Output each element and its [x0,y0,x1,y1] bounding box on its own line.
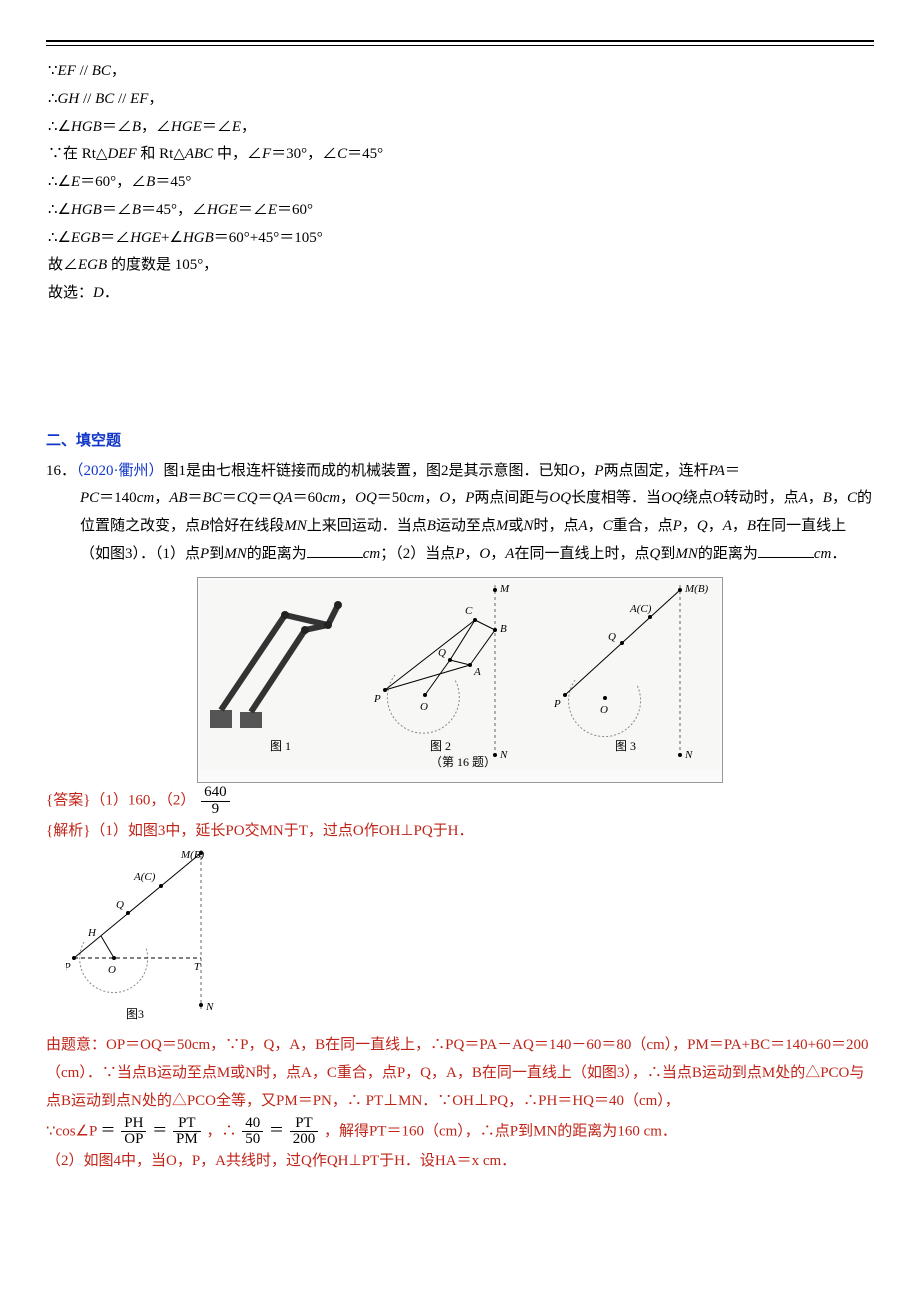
fraction: 4050 [242,1116,263,1149]
svg-text:图 3: 图 3 [615,739,636,753]
answer-text: {答案}（1）160，（2） [46,793,195,809]
svg-text:P: P [66,961,71,973]
proof-line: ∵在 Rt△DEF 和 Rt△ABC 中，∠F＝30°，∠C＝45° [48,141,874,169]
solution-text: 由题意：OP＝OQ＝50cm，∵P，Q，A，B在同一直线上，∴PQ＝PA－AQ＝… [46,1032,874,1176]
problem-16: 16．（2020·衢州）图1是由七根连杆链接而成的机械装置，图2是其示意图．已知… [46,458,874,569]
solution-figure: M(B) N P O T H Q A(C) 图3 [66,850,874,1031]
svg-text:M: M [499,583,510,595]
figure-svg: 图 1 M N P O [200,580,720,770]
figure-row: 图 1 M N P O [46,577,874,784]
proof-line: 故选：D． [48,280,874,308]
svg-text:P: P [553,698,561,710]
svg-text:图 2: 图 2 [430,739,451,753]
solution-block: {解析}（1）如图3中，延长PO交MN于T，过点O作OH⊥PQ于H． [46,818,874,846]
figure-box: 图 1 M N P O [197,577,723,784]
svg-text:N: N [499,749,508,761]
svg-text:N: N [684,749,693,761]
svg-text:Q: Q [438,647,446,659]
page: ∵EF // BC， ∴GH // BC // EF， ∴∠HGB＝∠B，∠HG… [0,0,920,1216]
svg-text:O: O [420,701,428,713]
problem-source: （2020·衢州） [76,463,164,479]
fraction: PTPM [173,1116,201,1149]
svg-text:P: P [373,693,381,705]
svg-text:Q: Q [116,899,124,911]
problem-text-1: 图1是由七根连杆链接而成的机械装置，图2是其示意图．已知O，P两点固定，连杆PA… [164,463,740,479]
solution-figure-svg: M(B) N P O T H Q A(C) 图3 [66,850,236,1020]
proof-line: ∵EF // BC， [48,58,874,86]
svg-text:T: T [194,961,201,973]
proof-block: ∵EF // BC， ∴GH // BC // EF， ∴∠HGB＝∠B，∠HG… [48,58,874,308]
problem-number: 16． [46,463,76,479]
proof-line: ∴∠HGB＝∠B，∠HGE＝∠E， [48,114,874,142]
answer-fraction: 640 9 [201,785,230,818]
svg-text:图 1: 图 1 [270,739,291,753]
proof-line: ∴GH // BC // EF， [48,86,874,114]
svg-text:O: O [600,704,608,716]
svg-text:O: O [108,964,116,976]
svg-text:M(B): M(B) [684,583,709,595]
problem-text-2: PC＝140cm，AB＝BC＝CQ＝QA＝60cm，OQ＝50cm，O，P两点间… [80,490,872,562]
svg-text:A(C): A(C) [629,603,652,615]
solution-equation: ∵cos∠P ＝ PHOP ＝ PTPM ，∴ 4050 ＝ PT200 ，解得… [46,1116,874,1149]
svg-text:N: N [205,1001,214,1013]
top-double-rule [46,40,874,44]
svg-text:（第 16 题）: （第 16 题） [430,755,496,769]
proof-line: ∴∠HGB＝∠B＝45°，∠HGE＝∠E＝60° [48,197,874,225]
svg-text:C: C [465,605,473,617]
blank-2 [758,542,814,558]
svg-text:B: B [500,623,507,635]
svg-text:A(C): A(C) [133,871,156,883]
answer-line: {答案}（1）160，（2） 640 9 [46,785,874,818]
section-heading: 二、填空题 [46,428,874,456]
svg-text:H: H [87,927,97,939]
solution-para-2: （2）如图4中，当O，P，A共线时，过Q作QH⊥PT于H．设HA＝x cm． [46,1148,874,1176]
svg-text:图3: 图3 [126,1007,144,1020]
solution-para-1: 由题意：OP＝OQ＝50cm，∵P，Q，A，B在同一直线上，∴PQ＝PA－AQ＝… [46,1032,874,1115]
solution-head: {解析}（1）如图3中，延长PO交MN于T，过点O作OH⊥PQ于H． [46,818,874,846]
blank-1 [307,542,363,558]
svg-text:Q: Q [608,631,616,643]
proof-line: ∴∠E＝60°，∠B＝45° [48,169,874,197]
fraction: PT200 [290,1116,319,1149]
proof-line: ∴∠EGB＝∠HGE+∠HGB＝60°+45°＝105° [48,225,874,253]
problem-body: PC＝140cm，AB＝BC＝CQ＝QA＝60cm，OQ＝50cm，O，P两点间… [80,485,874,568]
proof-line: 故∠EGB 的度数是 105°， [48,252,874,280]
fraction: PHOP [121,1116,146,1149]
svg-text:A: A [473,666,481,678]
